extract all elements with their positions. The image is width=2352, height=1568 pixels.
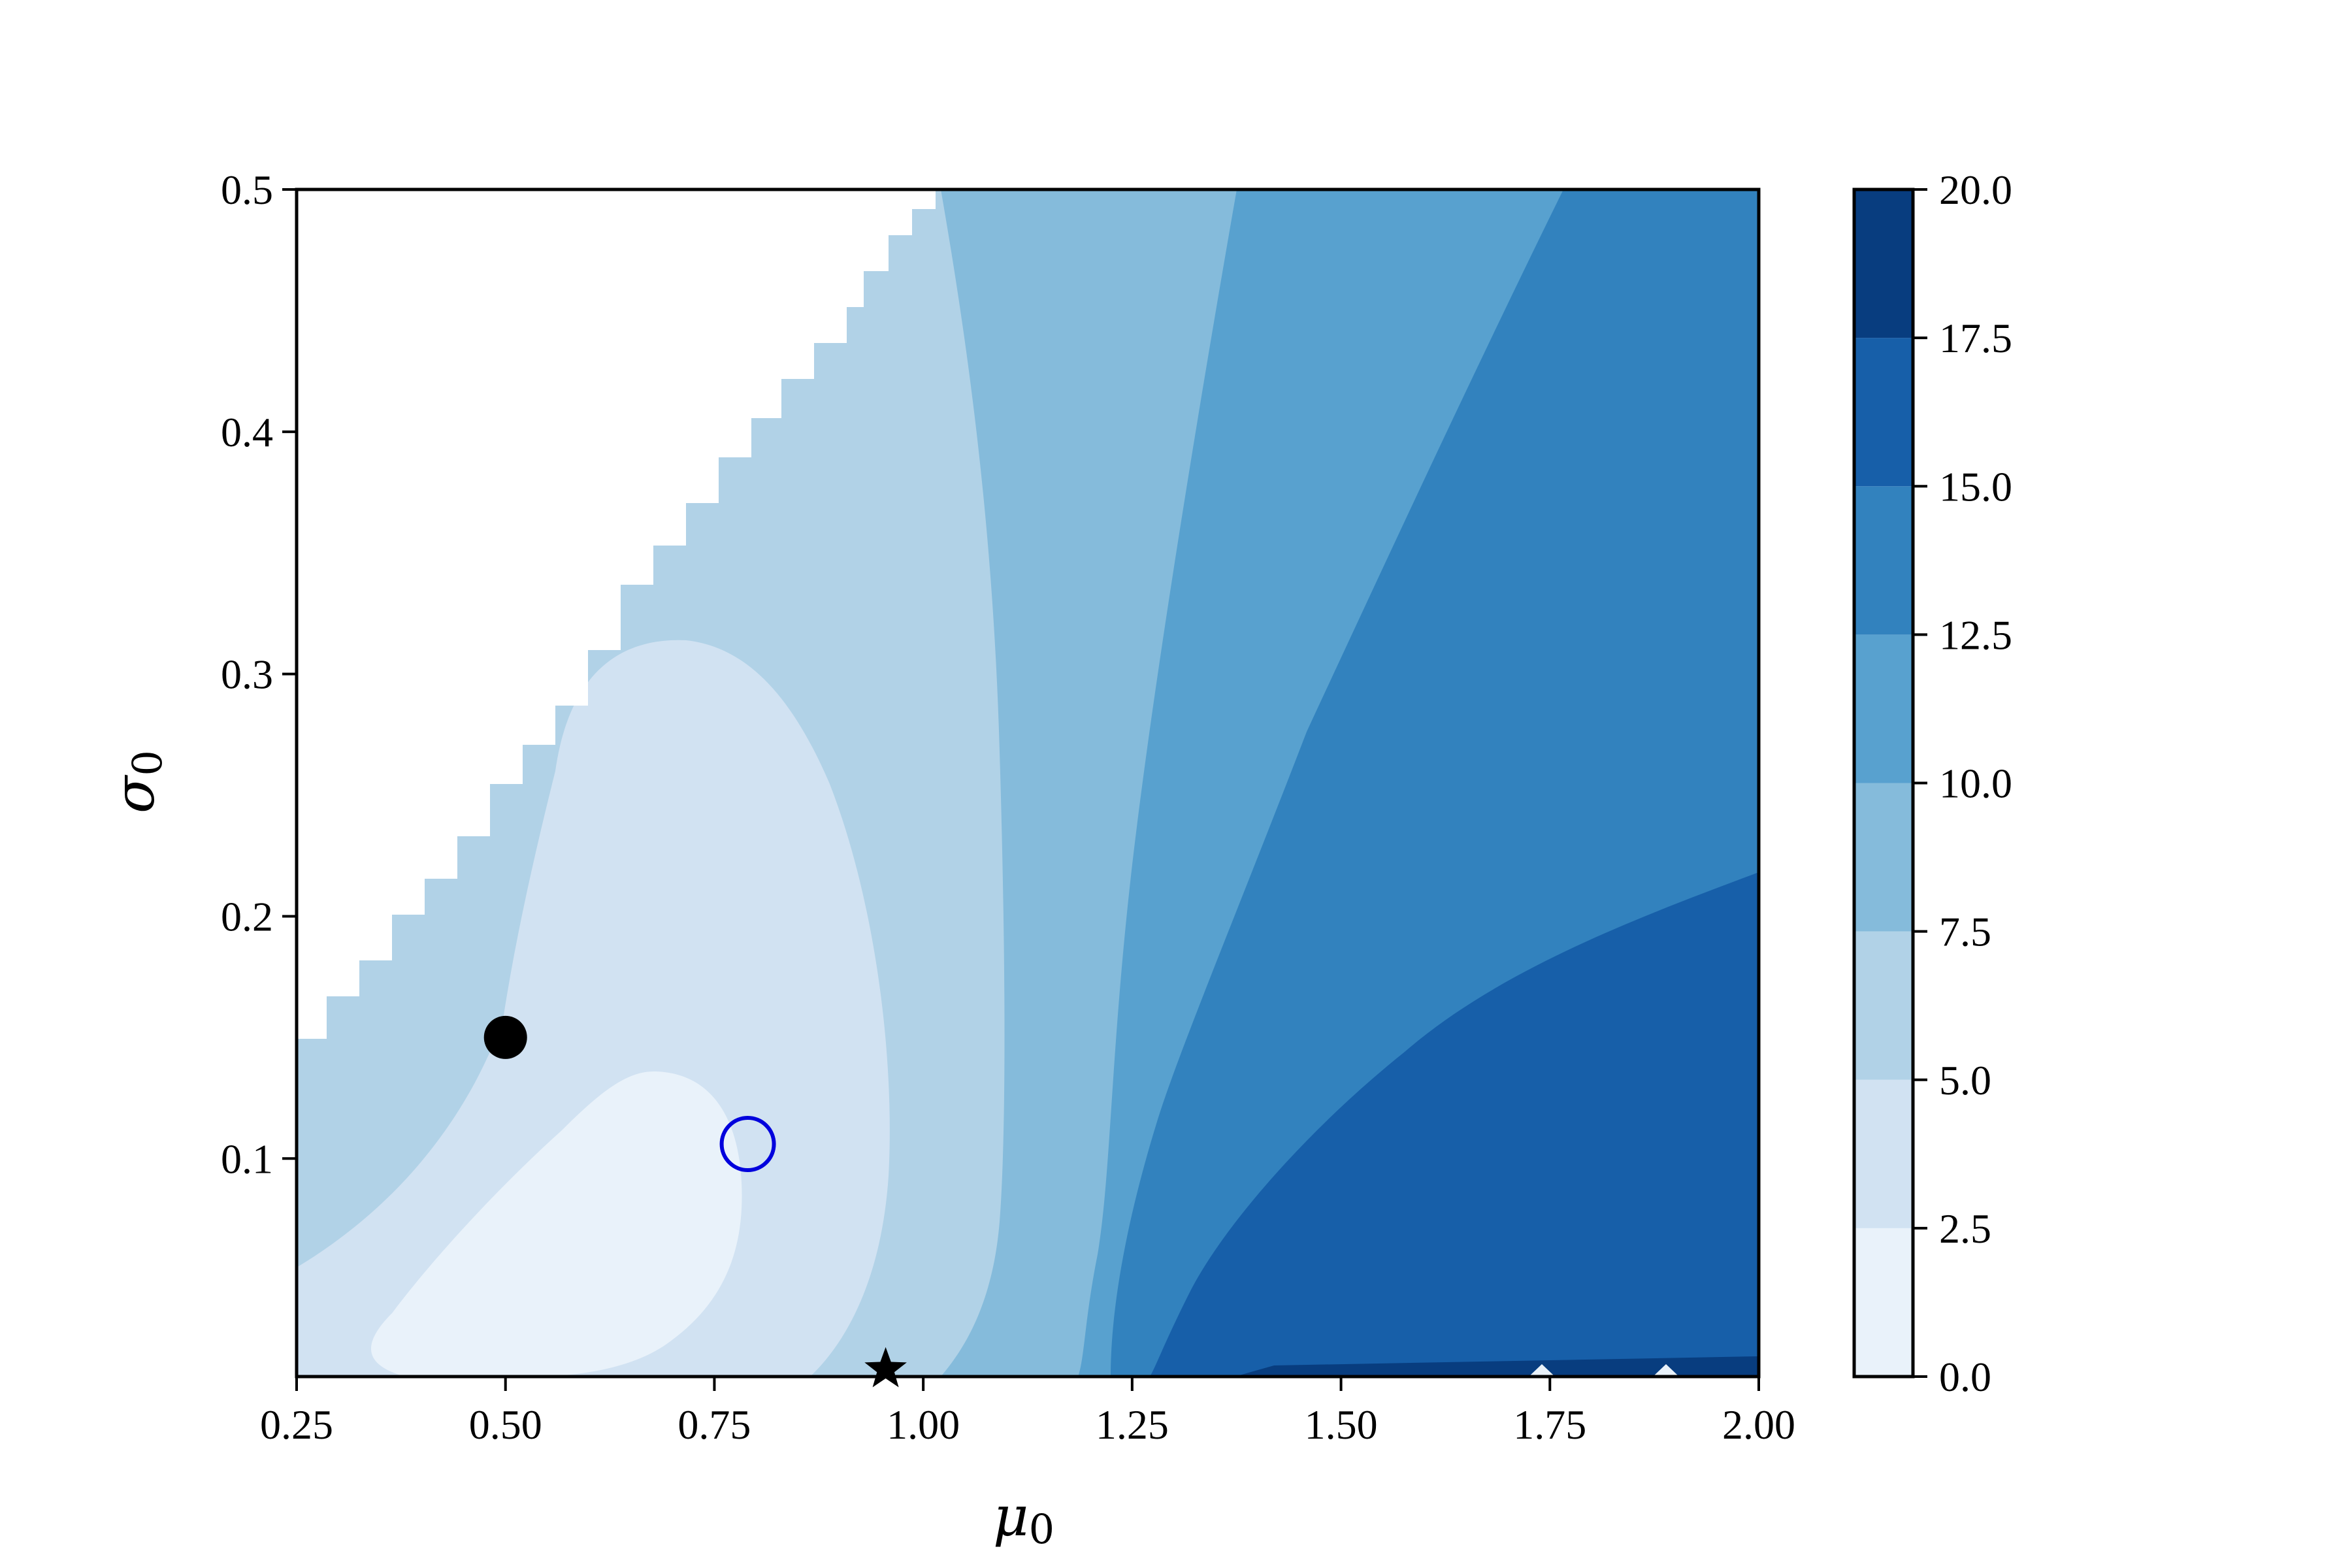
colorbar-segment <box>1854 783 1913 932</box>
contour-band-15-17-5 <box>1150 872 1759 1377</box>
colorbar: 0.0 2.5 5.0 7.5 10.0 12.5 15.0 17.5 20.0 <box>1852 167 2012 1400</box>
colorbar-tick-label: 20.0 <box>1939 167 2012 213</box>
contour-artifact-notch <box>1529 1364 1555 1377</box>
x-tick-label: 0.25 <box>260 1401 333 1448</box>
colorbar-tick-label: 0.0 <box>1939 1354 1991 1400</box>
plot-frame <box>295 188 1761 1379</box>
colorbar-segment <box>1854 1079 1913 1228</box>
colorbar-tick-label: 15.0 <box>1939 463 2012 510</box>
x-axis: 0.25 0.50 0.75 1.00 1.25 1.50 1.75 2.00 <box>260 1377 1795 1448</box>
x-tick-label: 1.50 <box>1305 1401 1378 1448</box>
colorbar-segment <box>1854 338 1913 487</box>
x-tick-label: 0.50 <box>469 1401 542 1448</box>
contour-band-0-2-5 <box>370 1071 742 1377</box>
x-tick-label: 1.00 <box>887 1401 960 1448</box>
markers <box>483 1015 907 1388</box>
y-tick-label: 0.1 <box>221 1135 273 1182</box>
colorbar-segment <box>1854 486 1913 635</box>
colorbar-tick-label: 10.0 <box>1939 760 2012 807</box>
no-data-region <box>297 189 936 1039</box>
marker-open-circle <box>719 1116 776 1173</box>
colorbar-segment <box>1854 931 1913 1080</box>
colorbar-tick-label: 7.5 <box>1939 909 1991 955</box>
y-tick-label: 0.3 <box>221 651 273 698</box>
contour-band-17-5-20 <box>1235 1356 1759 1377</box>
contour-artifact-notch <box>1653 1364 1679 1377</box>
colorbar-segment <box>1854 1228 1913 1377</box>
y-axis-label: σ0 <box>103 750 171 813</box>
colorbar-segment <box>1854 189 1913 338</box>
colorbar-tick-label: 2.5 <box>1939 1205 1991 1252</box>
y-tick-label: 0.5 <box>221 167 273 213</box>
x-tick-label: 2.00 <box>1722 1401 1795 1448</box>
y-tick-label: 0.2 <box>221 893 273 939</box>
marker-filled-circle <box>483 1015 527 1059</box>
colorbar-tick-label: 17.5 <box>1939 315 2012 361</box>
x-axis-label: μ0 <box>993 1484 1054 1553</box>
y-axis: 0.1 0.2 0.3 0.4 0.5 <box>221 167 297 1182</box>
x-tick-label: 0.75 <box>678 1401 751 1448</box>
x-tick-label: 1.25 <box>1096 1401 1169 1448</box>
y-tick-label: 0.4 <box>221 409 273 455</box>
x-tick-label: 1.75 <box>1513 1401 1586 1448</box>
colorbar-segment <box>1854 634 1913 783</box>
marker-star <box>864 1347 907 1388</box>
contour-fills <box>297 189 1759 1377</box>
colorbar-tick-label: 5.0 <box>1939 1057 1991 1103</box>
colorbar-tick-label: 12.5 <box>1939 612 2012 658</box>
